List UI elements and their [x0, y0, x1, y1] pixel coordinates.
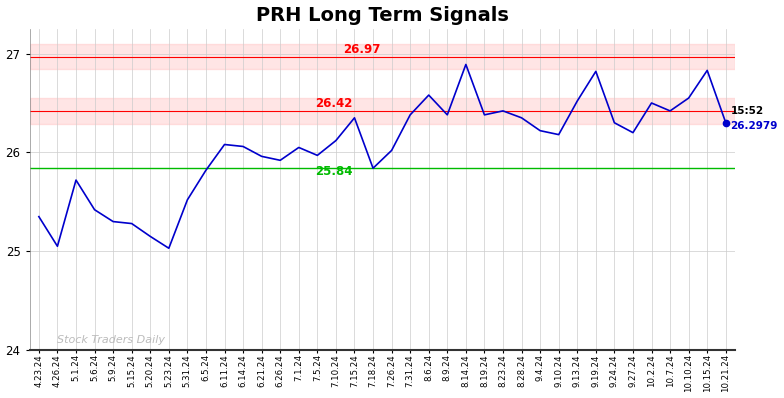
Text: 26.2979: 26.2979	[731, 121, 778, 131]
Title: PRH Long Term Signals: PRH Long Term Signals	[256, 6, 509, 25]
Text: Stock Traders Daily: Stock Traders Daily	[57, 335, 165, 345]
Bar	[30, 44, 735, 69]
Bar	[30, 98, 735, 124]
Text: 25.84: 25.84	[315, 165, 353, 178]
Text: 26.42: 26.42	[315, 97, 353, 110]
Text: 15:52: 15:52	[731, 106, 764, 116]
Text: 26.97: 26.97	[343, 43, 380, 56]
